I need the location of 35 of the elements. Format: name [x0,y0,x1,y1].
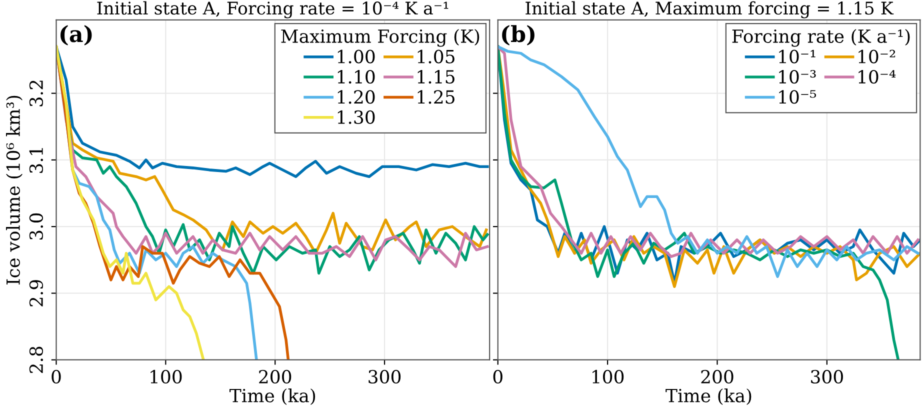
x-tick-label: 0 [493,370,502,384]
y-tick-label: 2.8 [29,346,44,373]
y-tick-label: 3.2 [29,80,44,106]
x-tick-label: 300 [368,370,401,384]
legend-label: 1.25 [418,90,454,104]
legend-label: 1.30 [338,110,375,124]
legend-label: 10⁻⁴ [858,70,896,84]
chart-title: Initial state A, Forcing rate = 10⁻⁴ K a⁻¹ [97,1,448,18]
x-tick-label: 100 [592,370,624,384]
x-axis-title: Time (ka) [666,388,752,405]
chart-title: Initial state A, Maximum forcing = 1.15 K [526,1,894,18]
legend-label: 1.05 [418,50,454,64]
y-tick-label: 2.9 [29,280,44,306]
legend-title: Forcing rate (K a⁻¹) [732,29,910,47]
y-tick-label: 3.1 [29,148,44,173]
annotation: (b) [502,25,534,46]
x-tick-label: 200 [701,370,734,384]
legend-label: 1.20 [338,90,375,104]
legend-label: 10⁻² [858,50,896,64]
annotation: (a) [60,25,92,46]
legend-label: 10⁻⁵ [779,90,816,104]
y-tick-label: 3.0 [29,213,44,240]
legend-label: 1.15 [418,70,454,84]
line-series [56,45,205,360]
x-tick-label: 300 [811,370,843,384]
legend-label: 1.00 [338,50,375,64]
legend-title: Maximum Forcing (K) [281,29,480,47]
legend-label: 1.10 [338,70,375,84]
y-axis-title: Ice volume (10⁶ km³) [6,96,23,284]
x-axis-title: Time (ka) [230,388,316,405]
x-tick-label: 100 [150,370,182,384]
x-tick-label: 0 [52,370,61,384]
legend-label: 10⁻¹ [779,50,816,64]
x-tick-label: 200 [259,370,292,384]
legend-label: 10⁻³ [779,70,816,84]
